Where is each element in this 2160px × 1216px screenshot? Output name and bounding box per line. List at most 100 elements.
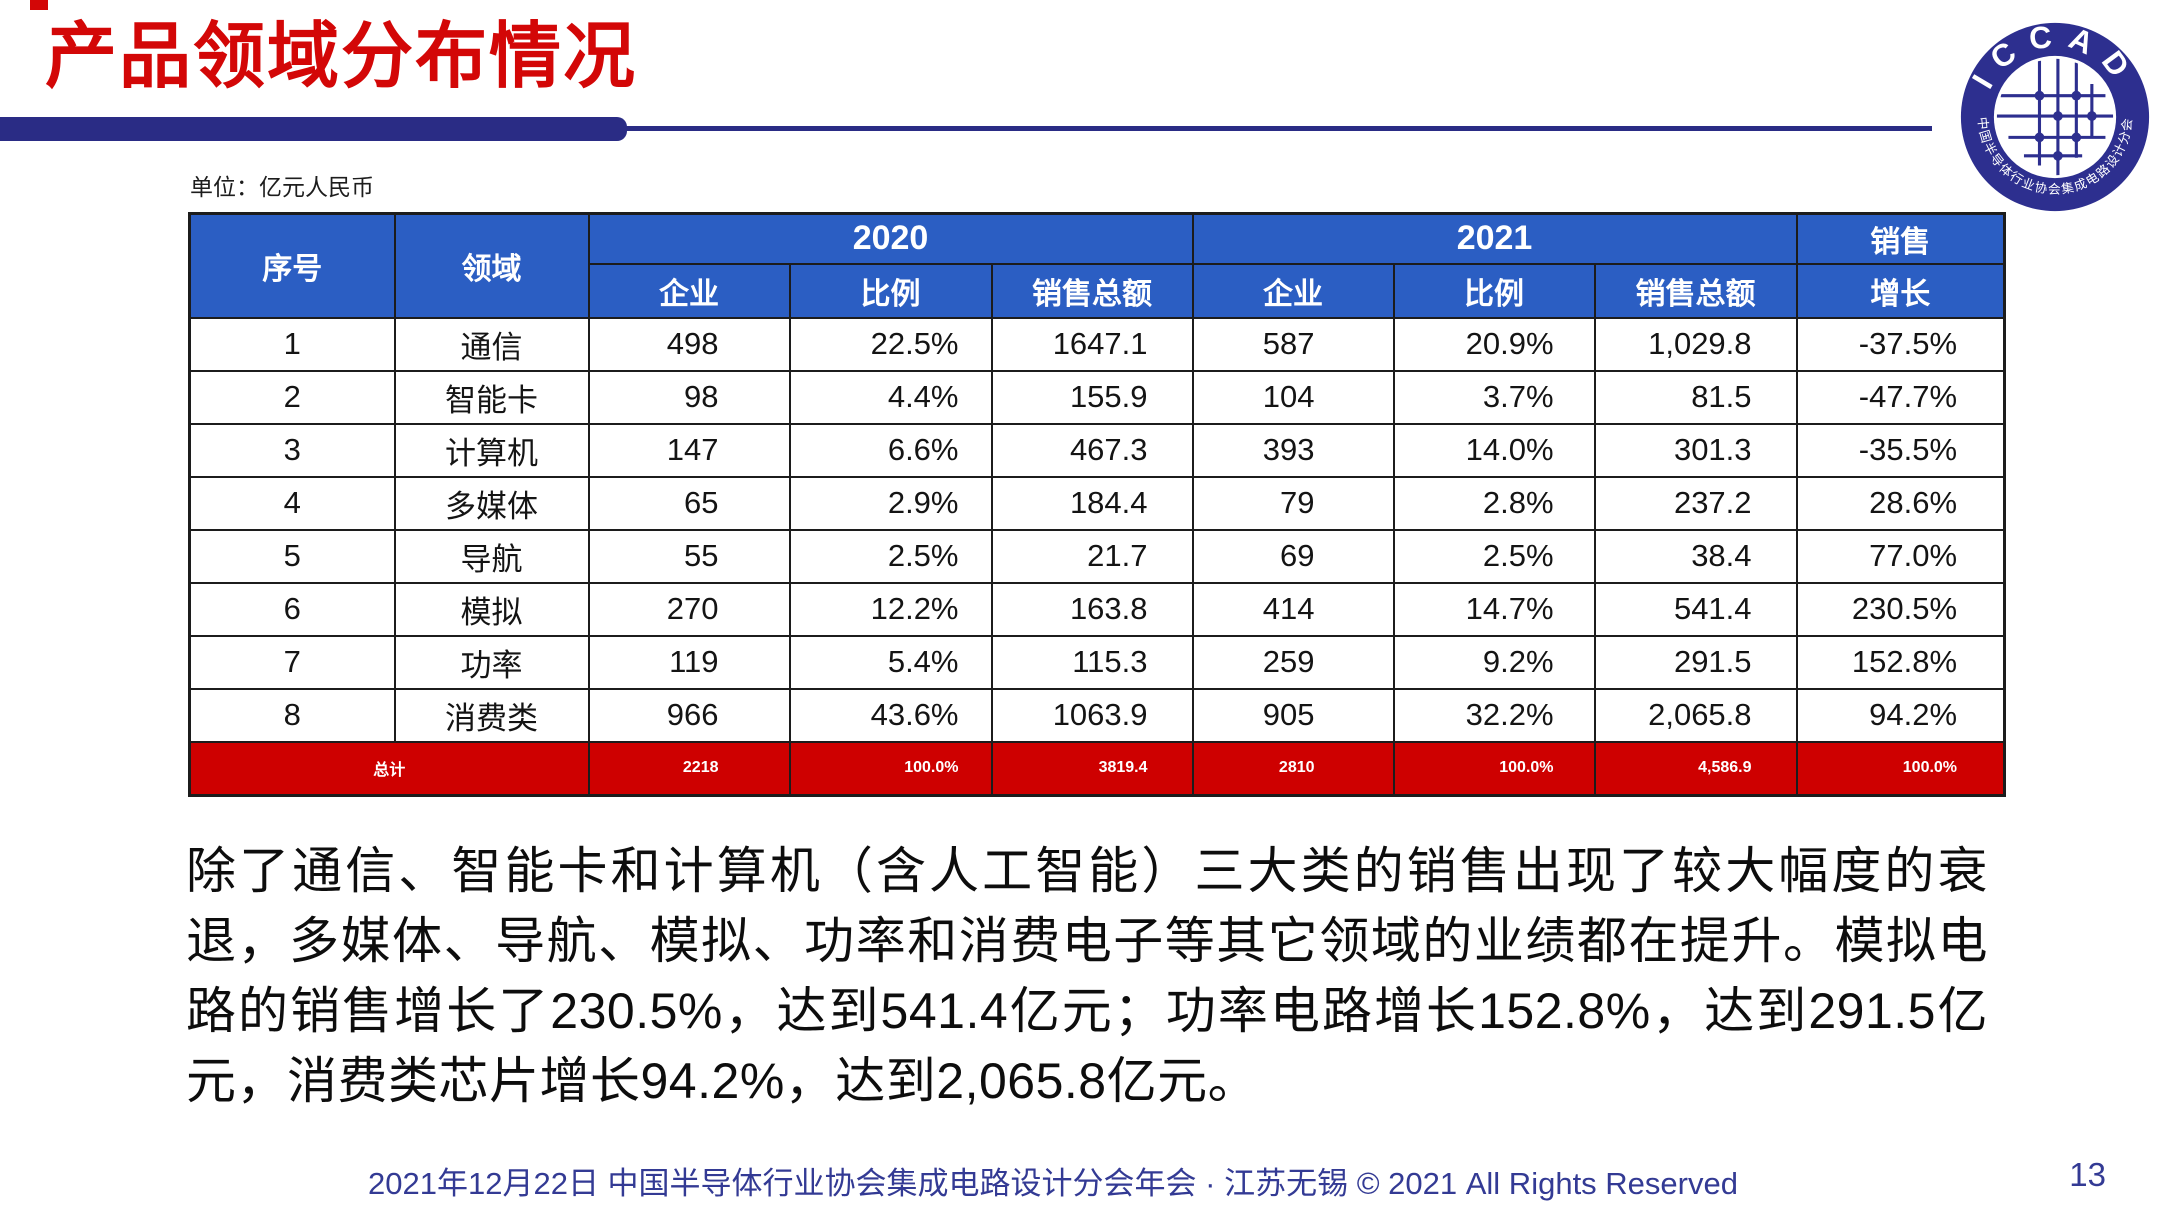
cell-e2021: 104	[1191, 369, 1395, 425]
cell-e2020: 966	[587, 687, 791, 743]
header-domain: 领域	[393, 212, 590, 319]
cell-domain: 通信	[393, 316, 590, 372]
cell-e2021: 587	[1191, 316, 1395, 372]
cell-e2020: 147	[587, 422, 791, 478]
table-body: 1 通信 498 22.5% 1647.1 587 20.9% 1,029.8 -37.5% 2 智…	[188, 316, 2006, 743]
cell-domain: 导航	[393, 528, 590, 584]
cell-p2021: 2.5%	[1392, 528, 1596, 584]
cell-e2020: 270	[587, 581, 791, 637]
header-2020-total-sales: 销售总额	[990, 262, 1194, 319]
cell-s2020: 1647.1	[990, 316, 1194, 372]
header-2021-proportion: 比例	[1392, 262, 1596, 319]
summary-paragraph: 除了通信、智能卡和计算机（含人工智能）三大类的销售出现了较大幅度的衰退，多媒体、…	[186, 843, 1988, 1109]
cell-growth: 28.6%	[1795, 475, 2006, 531]
cell-e2021: 905	[1191, 687, 1395, 743]
cell-e2021: 393	[1191, 422, 1395, 478]
cell-s2021: 81.5	[1593, 369, 1798, 425]
cell-e2021: 69	[1191, 528, 1395, 584]
cell-growth: 230.5%	[1795, 581, 2006, 637]
cell-p2020: 5.4%	[788, 634, 993, 690]
cell-no: 4	[188, 475, 396, 531]
cell-no: 6	[188, 581, 396, 637]
total-2020-enterprises: 2218	[587, 740, 791, 797]
cell-growth: -47.7%	[1795, 369, 2006, 425]
cell-no: 5	[188, 528, 396, 584]
cell-s2020: 467.3	[990, 422, 1194, 478]
total-label: 总计	[188, 740, 590, 797]
cell-no: 1	[188, 316, 396, 372]
cell-p2021: 9.2%	[1392, 634, 1596, 690]
cell-growth: 94.2%	[1795, 687, 2006, 743]
cell-domain: 模拟	[393, 581, 590, 637]
cell-no: 2	[188, 369, 396, 425]
cell-s2020: 155.9	[990, 369, 1194, 425]
header-sales-growth-bottom: 增长	[1795, 262, 2006, 319]
cell-s2021: 1,029.8	[1593, 316, 1798, 372]
cell-s2020: 1063.9	[990, 687, 1194, 743]
table-row: 7 功率 119 5.4% 115.3 259 9.2% 291.5 152.8%	[188, 634, 2006, 690]
cell-s2020: 115.3	[990, 634, 1194, 690]
total-2021-enterprises: 2810	[1191, 740, 1395, 797]
page-title: 产品领域分布情况	[45, 17, 638, 97]
cell-p2021: 14.0%	[1392, 422, 1596, 478]
cell-e2021: 414	[1191, 581, 1395, 637]
cell-domain: 功率	[393, 634, 590, 690]
cell-p2020: 2.9%	[788, 475, 993, 531]
total-2021-proportion: 100.0%	[1392, 740, 1596, 797]
iccad-logo: ICCAD 中国半导体行业协会集成电路设计分会	[1960, 20, 2150, 212]
total-growth: 100.0%	[1795, 740, 2006, 797]
cell-domain: 计算机	[393, 422, 590, 478]
cell-p2021: 14.7%	[1392, 581, 1596, 637]
circuit-grid-icon	[1996, 58, 2114, 176]
unit-label: 单位：亿元人民币	[190, 174, 374, 200]
header-2021-enterprises: 企业	[1191, 262, 1395, 319]
cell-e2020: 119	[587, 634, 791, 690]
header-2021-total-sales: 销售总额	[1593, 262, 1798, 319]
header-2020-enterprises: 企业	[587, 262, 791, 319]
cell-no: 3	[188, 422, 396, 478]
total-row: 总计 2218 100.0% 3819.4 2810 100.0% 4,586.…	[188, 740, 2006, 797]
header-no: 序号	[188, 212, 396, 319]
cell-no: 7	[188, 634, 396, 690]
cell-domain: 多媒体	[393, 475, 590, 531]
cell-e2020: 65	[587, 475, 791, 531]
cell-domain: 智能卡	[393, 369, 590, 425]
cell-p2020: 43.6%	[788, 687, 993, 743]
cell-p2020: 4.4%	[788, 369, 993, 425]
table-row: 1 通信 498 22.5% 1647.1 587 20.9% 1,029.8 -37.5%	[188, 316, 2006, 372]
table-row: 6 模拟 270 12.2% 163.8 414 14.7% 541.4 230.5%	[188, 581, 2006, 637]
total-2020-proportion: 100.0%	[788, 740, 993, 797]
table-header: 序号 领域 2020 2021 销售 企业 比例 销售总额 企业 比例 销售总额…	[188, 212, 2006, 319]
corner-red-fleck	[30, 0, 48, 10]
cell-s2021: 38.4	[1593, 528, 1798, 584]
cell-s2020: 21.7	[990, 528, 1194, 584]
title-divider-bar	[0, 117, 627, 141]
cell-p2020: 2.5%	[788, 528, 993, 584]
cell-e2021: 79	[1191, 475, 1395, 531]
cell-s2021: 237.2	[1593, 475, 1798, 531]
footer-text: 2021年12月22日 中国半导体行业协会集成电路设计分会年会 · 江苏无锡 ©…	[368, 1166, 1738, 1201]
cell-p2020: 22.5%	[788, 316, 993, 372]
cell-s2020: 163.8	[990, 581, 1194, 637]
cell-s2021: 301.3	[1593, 422, 1798, 478]
cell-p2021: 32.2%	[1392, 687, 1596, 743]
cell-e2020: 55	[587, 528, 791, 584]
cell-e2020: 498	[587, 316, 791, 372]
cell-p2021: 2.8%	[1392, 475, 1596, 531]
title-divider-line	[0, 126, 1932, 131]
table-row: 3 计算机 147 6.6% 467.3 393 14.0% 301.3 -35.5%	[188, 422, 2006, 478]
header-year-2020: 2020	[587, 212, 1194, 265]
cell-no: 8	[188, 687, 396, 743]
table-row: 5 导航 55 2.5% 21.7 69 2.5% 38.4 77.0%	[188, 528, 2006, 584]
cell-domain: 消费类	[393, 687, 590, 743]
cell-p2021: 3.7%	[1392, 369, 1596, 425]
page-number: 13	[2069, 1156, 2106, 1193]
header-year-2021: 2021	[1191, 212, 1798, 265]
cell-growth: -35.5%	[1795, 422, 2006, 478]
header-2020-proportion: 比例	[788, 262, 993, 319]
product-domain-table: 序号 领域 2020 2021 销售 企业 比例 销售总额 企业 比例 销售总额…	[188, 212, 2007, 797]
cell-growth: 152.8%	[1795, 634, 2006, 690]
cell-p2021: 20.9%	[1392, 316, 1596, 372]
table-row: 8 消费类 966 43.6% 1063.9 905 32.2% 2,065.8 94.2%	[188, 687, 2006, 743]
